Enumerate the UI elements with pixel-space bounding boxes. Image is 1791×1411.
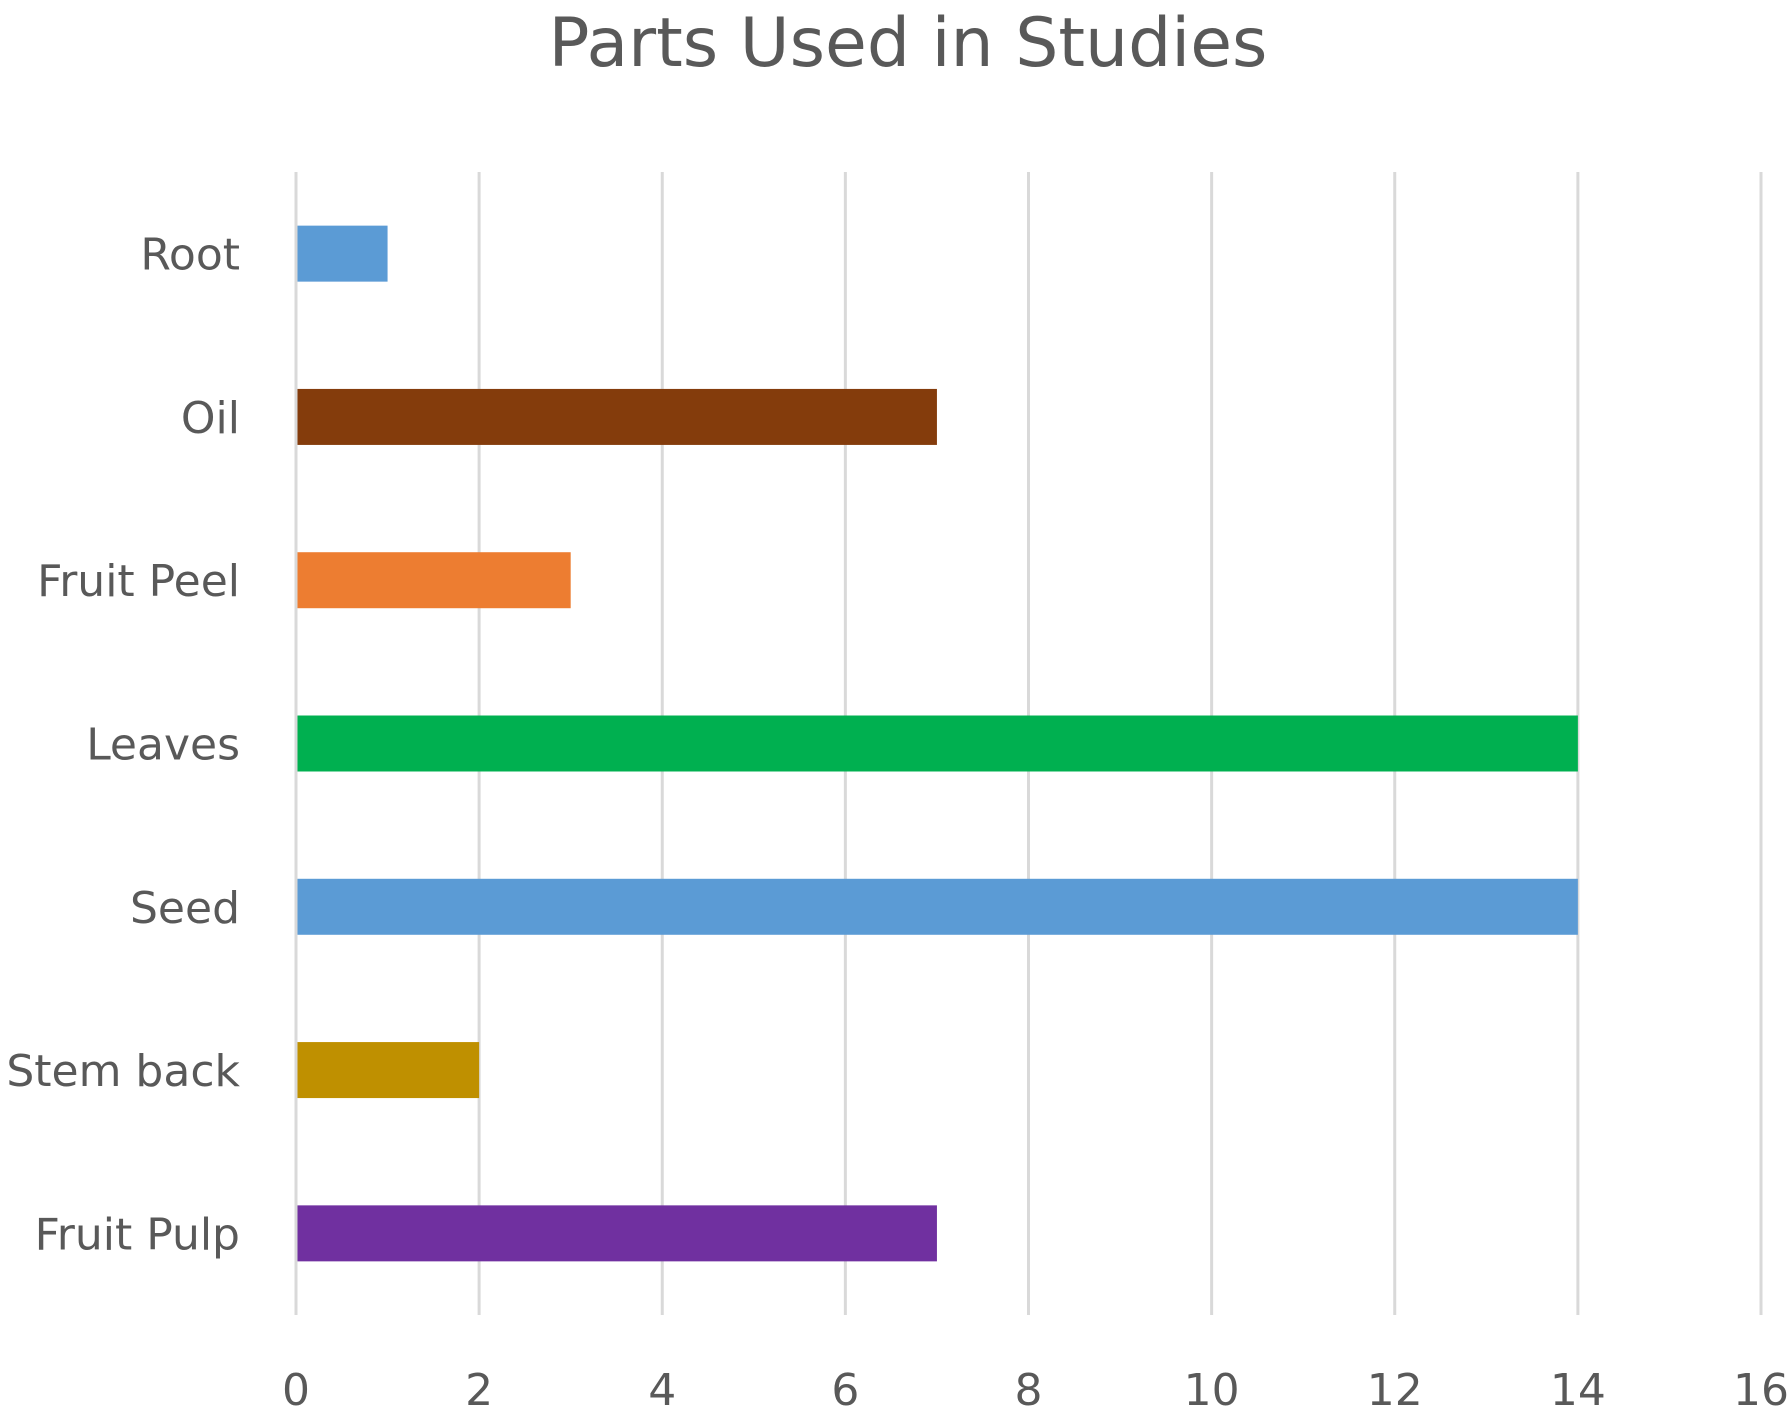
x-tick-label: 0 bbox=[282, 1365, 310, 1411]
x-tick-labels: 0 2 4 6 8 10 12 14 16 bbox=[282, 1365, 1789, 1411]
category-labels: Fruit Pulp Stem back Seed Leaves Fruit Peel O… bbox=[6, 230, 240, 1261]
bar-fruit-pulp bbox=[297, 1205, 937, 1262]
x-tick-label: 10 bbox=[1184, 1365, 1240, 1411]
bar-fruit-peel bbox=[297, 552, 571, 609]
x-tick-label: 2 bbox=[465, 1365, 493, 1411]
chart-title: Parts Used in Studies bbox=[549, 4, 1268, 83]
x-tick-label: 12 bbox=[1367, 1365, 1423, 1411]
x-tick-label: 8 bbox=[1015, 1365, 1043, 1411]
bar-oil bbox=[297, 388, 937, 445]
category-label-stem-back: Stem back bbox=[6, 1046, 240, 1097]
category-label-seed: Seed bbox=[130, 883, 240, 934]
bars bbox=[297, 225, 1578, 1262]
bar-leaves bbox=[297, 715, 1578, 772]
category-label-fruit-peel: Fruit Peel bbox=[37, 556, 240, 607]
bar-root bbox=[297, 225, 388, 282]
category-label-root: Root bbox=[140, 230, 240, 281]
x-tick-label: 6 bbox=[831, 1365, 859, 1411]
category-label-oil: Oil bbox=[181, 393, 240, 444]
x-tick-label: 16 bbox=[1733, 1365, 1789, 1411]
x-tick-label: 14 bbox=[1550, 1365, 1606, 1411]
bar-seed bbox=[297, 878, 1578, 935]
category-label-fruit-pulp: Fruit Pulp bbox=[35, 1209, 240, 1260]
bar-stem-back bbox=[297, 1042, 480, 1099]
x-tick-label: 4 bbox=[648, 1365, 676, 1411]
category-label-leaves: Leaves bbox=[86, 720, 240, 771]
